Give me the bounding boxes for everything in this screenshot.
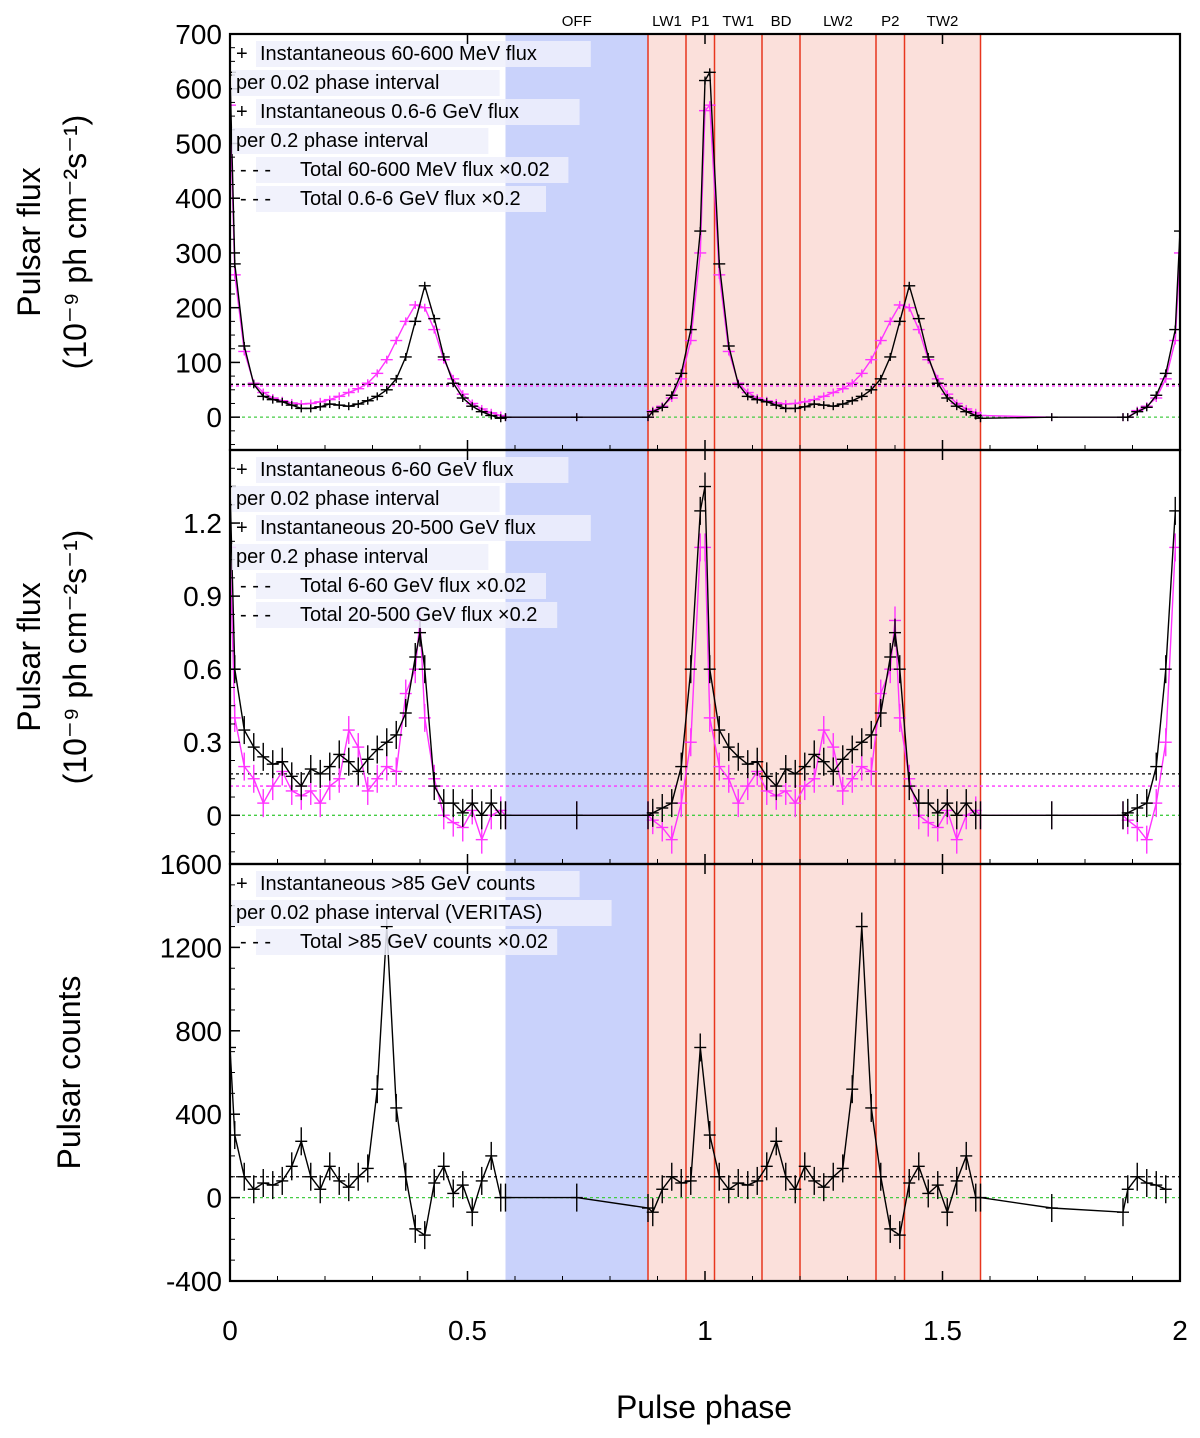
y-axis-title: Pulsar flux — [11, 167, 47, 316]
legend-symbol: - - - — [240, 159, 271, 181]
legend-text: Total >85 GeV counts ×0.02 — [300, 931, 548, 953]
region-band-lw2 — [800, 34, 876, 1281]
legend-bg — [256, 99, 580, 125]
phase-region-labels: OFF LW1 P1 TW1 BD LW2 P2 TW2 — [562, 13, 959, 30]
x-tick-label: 1.5 — [923, 1315, 962, 1346]
y-tick-label: 0 — [206, 1183, 222, 1214]
legend-text: Instantaneous 60-600 MeV flux — [260, 43, 537, 65]
legend-text: Instantaneous >85 GeV counts — [260, 873, 535, 895]
legend-bg — [232, 128, 489, 154]
legend-text: Total 20-500 GeV flux ×0.2 — [300, 604, 537, 626]
legend-bg — [256, 929, 558, 955]
y-axis-title: Pulsar flux — [11, 582, 47, 731]
panel-1: 0 100 200 300 400 500 600 700 Pulsar flux (10⁻⁹ p… — [11, 19, 1182, 452]
phase-regions — [505, 34, 982, 1281]
series-line — [230, 486, 1176, 817]
legend-symbol: + — [236, 873, 248, 895]
y-axis-unit: (10⁻⁹ ph cm⁻²s⁻¹) — [57, 115, 93, 370]
region-label-lw1: LW1 — [652, 13, 682, 30]
y-tick-label: 400 — [175, 1099, 222, 1130]
legend-bg — [256, 157, 569, 183]
y-tick-label: -400 — [166, 1266, 222, 1297]
legend-text: per 0.2 phase interval — [236, 130, 428, 152]
region-label-tw1: TW1 — [722, 13, 754, 30]
legend-symbol: + — [236, 101, 248, 123]
x-tick-label: 0 — [222, 1315, 238, 1346]
y-tick-label: 1200 — [160, 932, 222, 963]
legend-text: Instantaneous 20-500 GeV flux — [260, 517, 536, 539]
legend-symbol: - - - — [240, 931, 271, 953]
y-tick-label: 0 — [206, 402, 222, 433]
y-tick-label: 600 — [175, 74, 222, 105]
y-axis-unit: (10⁻⁹ ph cm⁻²s⁻¹) — [57, 530, 93, 785]
panel-3: -400 0 400 800 1200 1600 Pulsar counts + Instant… — [51, 849, 1182, 1297]
series--85-gev-counts — [230, 912, 1172, 1250]
x-tick-label: 2 — [1172, 1315, 1188, 1346]
y-tick-label: 0.9 — [183, 581, 222, 612]
y-tick-label: 0.6 — [183, 654, 222, 685]
y-tick-label: 300 — [175, 238, 222, 269]
legend-bg — [256, 41, 591, 67]
chart-panels: 0 100 200 300 400 500 600 700 Pulsar flux (10⁻⁹ p… — [11, 19, 1182, 1297]
legend-text: per 0.02 phase interval — [236, 488, 439, 510]
legend-text: Total 6-60 GeV flux ×0.02 — [300, 575, 526, 597]
region-band-off — [505, 34, 648, 1281]
region-band-bd — [762, 34, 800, 1281]
legend: + Instantaneous >85 GeV counts per 0.02 ph… — [232, 871, 612, 955]
y-tick-label: 700 — [175, 19, 222, 50]
legend-bg — [256, 186, 546, 212]
legend: + Instantaneous 6-60 GeV flux per 0.02 pha… — [232, 457, 591, 628]
legend-text: Instantaneous 6-60 GeV flux — [260, 459, 514, 481]
region-label-tw2: TW2 — [927, 13, 959, 30]
y-axis-title: Pulsar counts — [51, 976, 87, 1170]
y-tick-label: 500 — [175, 128, 222, 159]
legend: + Instantaneous 60-600 MeV flux per 0.02 p… — [232, 41, 591, 212]
region-label-off: OFF — [562, 13, 592, 30]
x-axis: 0 0.5 1 1.5 2 — [222, 1315, 1188, 1346]
y-tick-label: 1600 — [160, 849, 222, 880]
legend-bg — [256, 602, 558, 628]
legend-symbol: + — [236, 517, 248, 539]
region-label-p2: P2 — [881, 13, 899, 30]
x-axis-title: Pulse phase — [616, 1389, 792, 1425]
legend-text: Instantaneous 0.6-6 GeV flux — [260, 101, 519, 123]
legend-bg — [256, 573, 546, 599]
region-band-tw1 — [714, 34, 762, 1281]
legend-symbol: + — [236, 459, 248, 481]
legend-text: per 0.02 phase interval (VERITAS) — [236, 902, 542, 924]
y-tick-label: 400 — [175, 183, 222, 214]
legend-bg — [256, 457, 569, 483]
series-6-60-gev — [230, 472, 1180, 830]
y-tick-label: 200 — [175, 293, 222, 324]
y-tick-label: 100 — [175, 347, 222, 378]
region-label-lw2: LW2 — [823, 13, 853, 30]
legend-text: per 0.02 phase interval — [236, 72, 439, 94]
x-tick-label: 0.5 — [448, 1315, 487, 1346]
legend-text: Total 0.6-6 GeV flux ×0.2 — [300, 188, 521, 210]
legend-text: Total 60-600 MeV flux ×0.02 — [300, 159, 550, 181]
legend-bg — [256, 871, 580, 897]
legend-bg — [232, 544, 489, 570]
region-label-bd: BD — [771, 13, 792, 30]
region-band-tw2 — [904, 34, 981, 1281]
x-tick-label: 1 — [697, 1315, 713, 1346]
region-band-lw1 — [648, 34, 686, 1281]
series-line — [230, 926, 1167, 1237]
y-tick-label: 0.3 — [183, 727, 222, 758]
series-60-600-mev — [230, 68, 1180, 423]
legend-symbol: + — [236, 43, 248, 65]
legend-bg — [232, 900, 612, 926]
legend-symbol: - - - — [240, 188, 271, 210]
region-label-p1: P1 — [691, 13, 709, 30]
y-tick-label: 0 — [206, 800, 222, 831]
legend-bg — [232, 70, 500, 96]
legend-symbol: - - - — [240, 575, 271, 597]
legend-bg — [256, 515, 591, 541]
legend-symbol: - - - — [240, 604, 271, 626]
legend-bg — [232, 486, 500, 512]
y-tick-label: 800 — [175, 1016, 222, 1047]
legend-text: per 0.2 phase interval — [236, 546, 428, 568]
y-tick-label: 1.2 — [183, 508, 222, 539]
